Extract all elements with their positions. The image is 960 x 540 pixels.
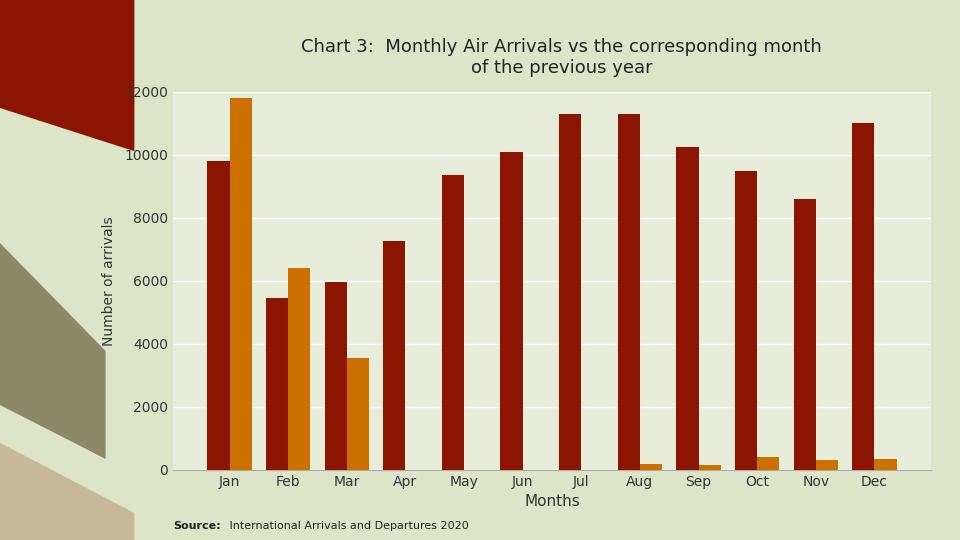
Polygon shape <box>0 443 134 540</box>
Bar <box>640 463 662 470</box>
Bar <box>559 114 582 470</box>
X-axis label: Months: Months <box>524 494 580 509</box>
Polygon shape <box>0 243 106 459</box>
Bar <box>617 114 640 470</box>
Bar <box>442 176 464 470</box>
Bar <box>266 298 288 470</box>
Bar <box>383 241 405 470</box>
Bar <box>816 460 838 470</box>
Text: Chart 3:  Monthly Air Arrivals vs the corresponding month
of the previous year: Chart 3: Monthly Air Arrivals vs the cor… <box>301 38 822 77</box>
Bar <box>735 171 757 470</box>
Bar <box>676 147 699 470</box>
Bar <box>288 268 310 470</box>
Bar <box>699 465 721 470</box>
Bar <box>757 457 780 470</box>
Y-axis label: Number of arrivals: Number of arrivals <box>102 216 116 346</box>
Bar <box>347 358 369 470</box>
Bar <box>875 459 897 470</box>
Bar <box>852 123 875 470</box>
Text: Source:: Source: <box>173 521 221 531</box>
Bar <box>324 282 347 470</box>
Bar <box>207 161 229 470</box>
Bar <box>500 152 522 470</box>
Bar <box>794 199 816 470</box>
Polygon shape <box>0 0 134 151</box>
Bar <box>229 98 252 470</box>
Text: International Arrivals and Departures 2020: International Arrivals and Departures 20… <box>226 521 468 531</box>
